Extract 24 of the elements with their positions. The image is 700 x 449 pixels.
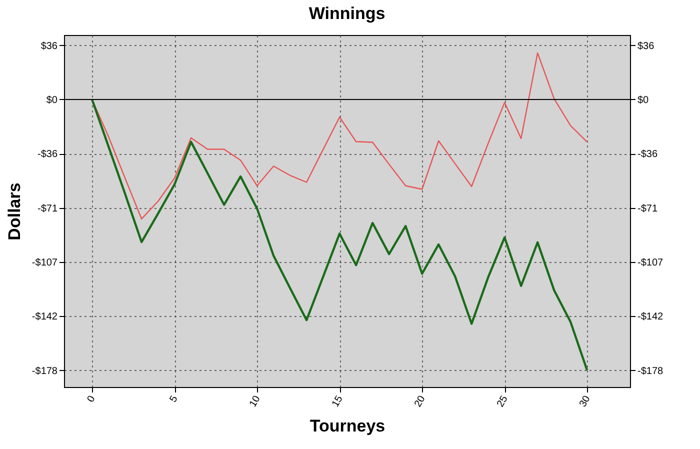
x-axis-title: Tourneys — [310, 416, 386, 436]
y2-tick-label: -$178 — [638, 366, 664, 377]
x-tick-label: 0 — [85, 394, 98, 404]
y2-tick-label: -$107 — [638, 257, 664, 268]
y-tick-label: -$142 — [32, 312, 58, 323]
y2-tick-label: -$36 — [638, 149, 658, 160]
x-tick-label: 10 — [248, 394, 263, 410]
y-tick-label: -$71 — [37, 203, 58, 214]
y-axis-title: Dollars — [4, 182, 24, 240]
x-tick-label: 25 — [495, 394, 511, 410]
y-tick-label: -$178 — [32, 366, 58, 377]
chart-title: Winnings — [308, 4, 386, 23]
y-tick-label: -$107 — [32, 257, 58, 268]
y2-tick-label: -$71 — [638, 203, 658, 214]
y2-tick-label: -$142 — [638, 312, 664, 323]
x-tick-label: 5 — [168, 394, 180, 404]
y2-tick-label: $36 — [638, 40, 655, 52]
y2-tick-label: $0 — [638, 95, 650, 106]
x-tick-label: 20 — [412, 394, 428, 410]
y-tick-label: $36 — [40, 40, 58, 52]
x-tick-label: 30 — [578, 394, 594, 410]
y-tick-label: -$36 — [37, 149, 58, 160]
y-tick-label: $0 — [46, 95, 58, 106]
x-tick-label: 15 — [330, 394, 346, 410]
